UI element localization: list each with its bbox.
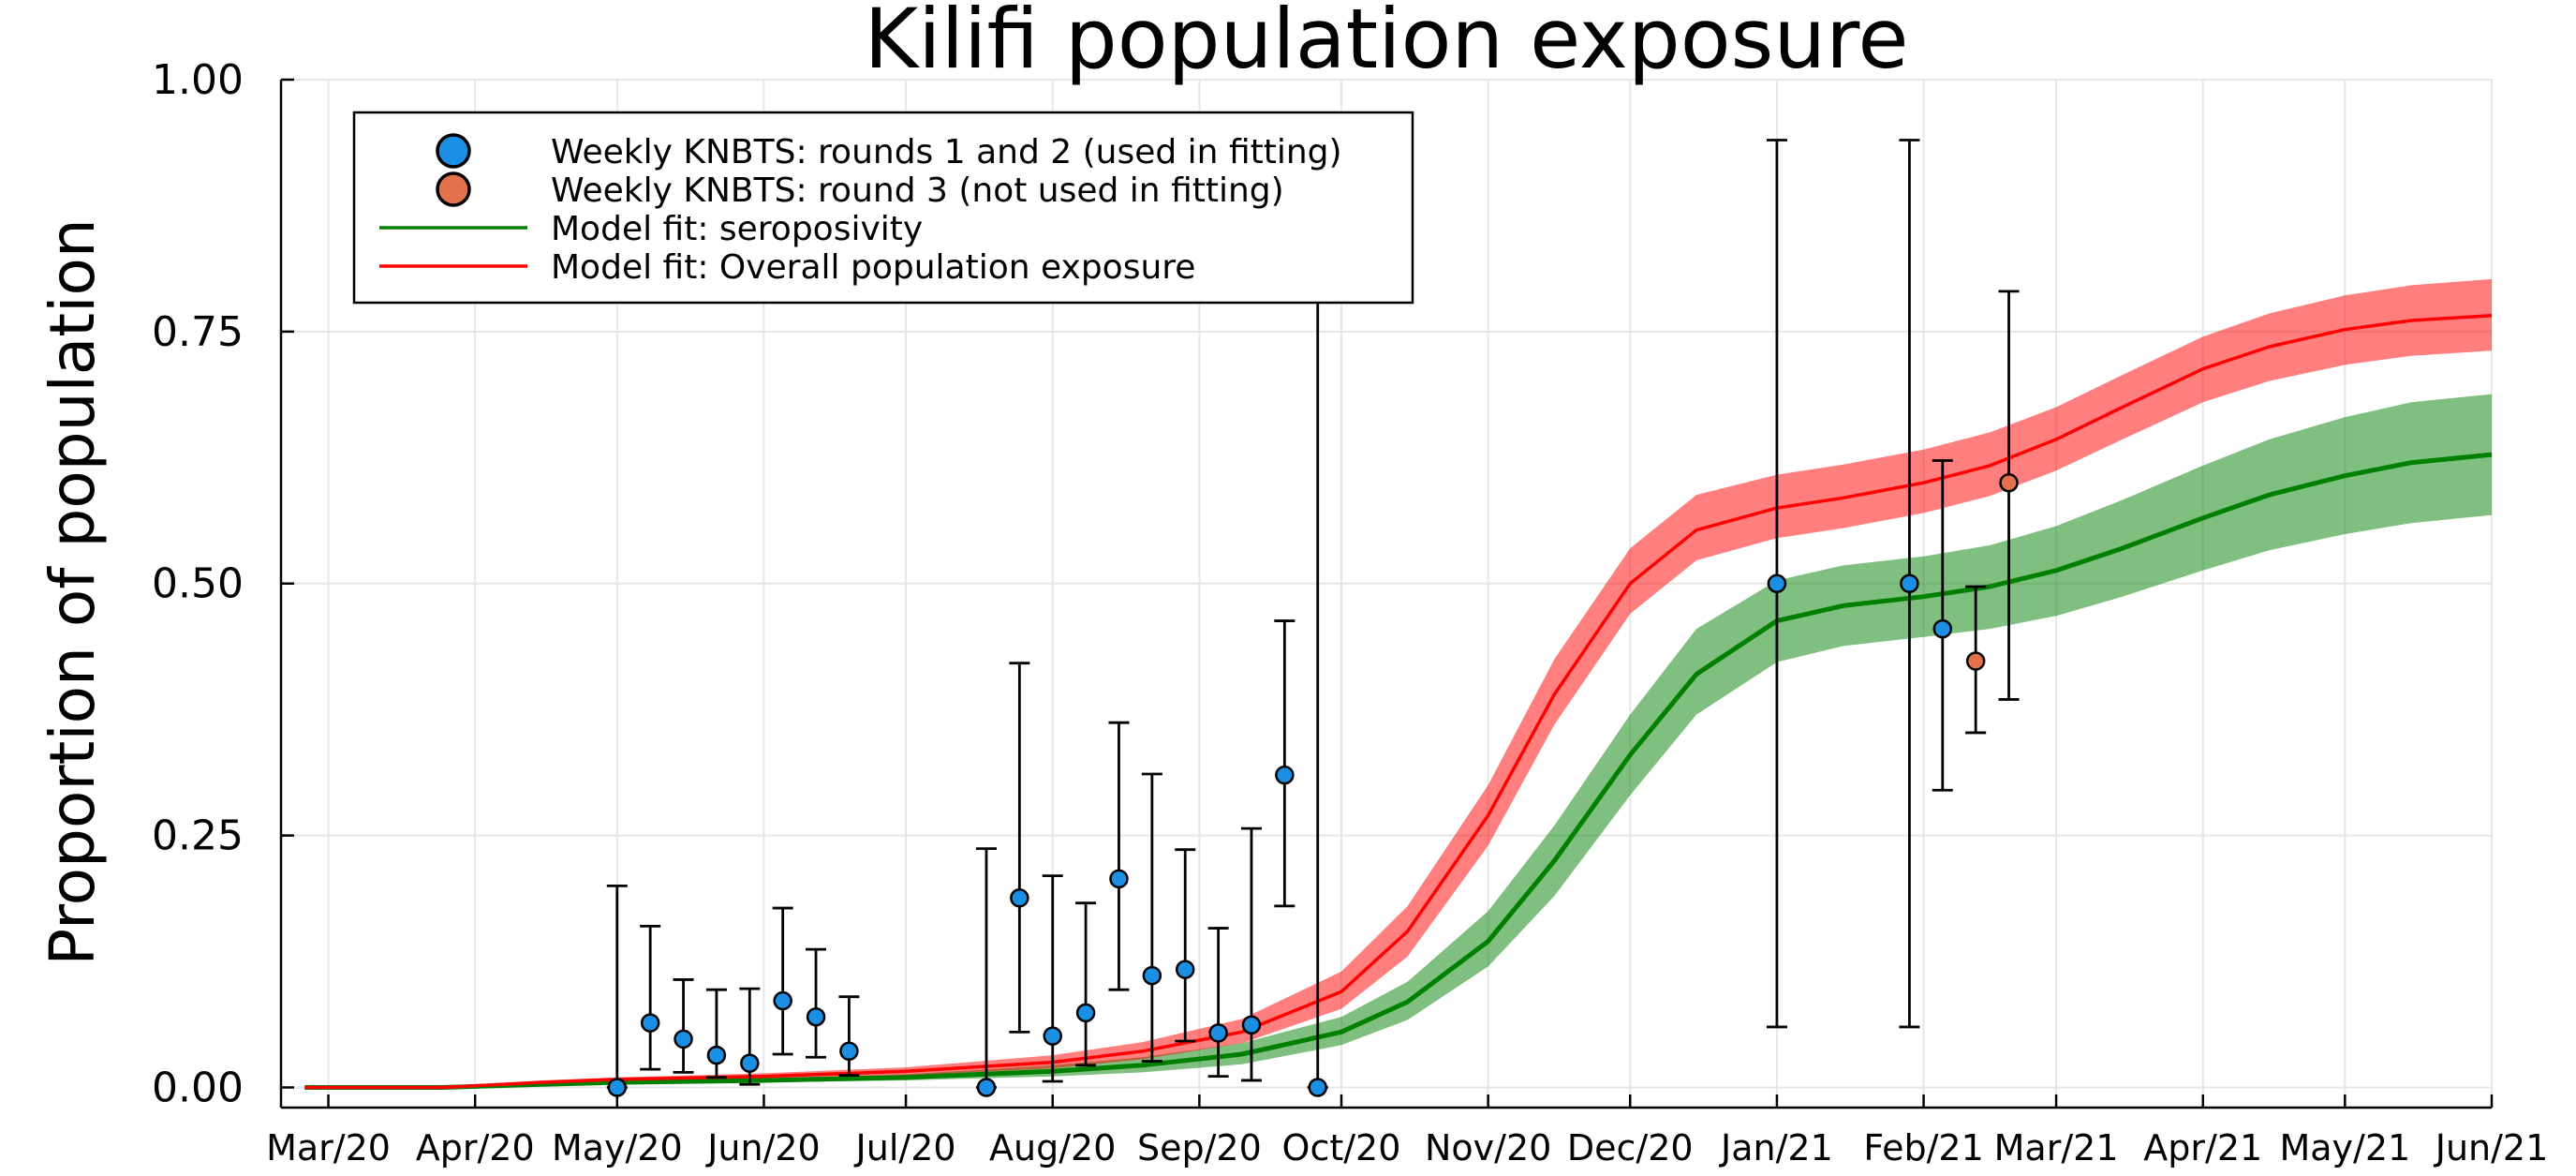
data-point xyxy=(773,990,792,1011)
y-tick-label: 0.75 xyxy=(152,308,244,356)
x-tick-label: Oct/20 xyxy=(1282,1127,1401,1169)
data-points xyxy=(607,472,2019,1097)
legend-marker xyxy=(436,171,471,207)
legend-box xyxy=(352,111,1414,305)
legend-label: Weekly KNBTS: round 3 (not used in fitti… xyxy=(551,171,1284,210)
x-tick-label: Apr/21 xyxy=(2143,1127,2262,1169)
error-bar xyxy=(1240,826,1262,1082)
error-bar xyxy=(1075,901,1097,1067)
data-point xyxy=(674,1029,693,1049)
error-bar xyxy=(1042,874,1063,1083)
x-tick-label: Mar/20 xyxy=(266,1127,391,1169)
confidence-bands xyxy=(304,278,2492,1088)
data-point xyxy=(740,1053,760,1073)
data-point xyxy=(1308,1078,1327,1097)
data-point xyxy=(1208,1023,1228,1043)
model-lines xyxy=(304,313,2493,1090)
data-point xyxy=(1900,573,1919,593)
error-bar xyxy=(838,995,860,1077)
x-tick-label: Nov/20 xyxy=(1425,1127,1551,1169)
error-bar xyxy=(673,978,694,1074)
data-point xyxy=(806,1006,826,1027)
legend-label: Model fit: seroposivity xyxy=(551,210,923,248)
x-tick-label: Jun/21 xyxy=(2434,1127,2549,1169)
legend: Weekly KNBTS: rounds 1 and 2 (used in fi… xyxy=(352,111,1414,305)
data-point xyxy=(1932,618,1953,639)
data-point xyxy=(640,1013,660,1033)
data-point xyxy=(839,1041,859,1062)
x-tick-label: Jan/21 xyxy=(1719,1127,1833,1169)
data-point xyxy=(706,1045,727,1065)
error-bar xyxy=(1175,848,1196,1043)
data-point xyxy=(1241,1015,1262,1035)
x-tick-label: Apr/20 xyxy=(416,1127,535,1169)
error-bar xyxy=(640,925,661,1071)
legend-label: Weekly KNBTS: rounds 1 and 2 (used in fi… xyxy=(551,133,1342,171)
x-tick-label: Mar/21 xyxy=(1994,1127,2119,1169)
confidence-band xyxy=(304,394,2492,1088)
x-tick-label: May/21 xyxy=(2279,1127,2410,1169)
data-point xyxy=(976,1078,997,1097)
x-tick-label: Aug/20 xyxy=(989,1127,1116,1169)
error-bar xyxy=(806,947,827,1059)
model-line xyxy=(304,452,2493,1090)
data-point xyxy=(1767,573,1787,593)
x-tick-label: Sep/20 xyxy=(1137,1127,1262,1169)
error-bar xyxy=(1141,772,1162,1063)
legend-marker xyxy=(436,133,471,169)
error-bar xyxy=(1274,619,1295,908)
x-tick-label: Jul/20 xyxy=(854,1127,956,1169)
legend-label: Model fit: Overall population exposure xyxy=(551,248,1195,287)
y-tick-label: 0.25 xyxy=(152,812,244,860)
data-point xyxy=(1999,472,2019,493)
error-bar xyxy=(1998,290,2020,701)
y-axis-label: Proportion of population xyxy=(37,218,109,965)
data-point xyxy=(1175,960,1195,979)
x-tick-label: May/20 xyxy=(552,1127,683,1169)
data-point xyxy=(1275,765,1295,785)
x-tick-label: Feb/21 xyxy=(1863,1127,1983,1169)
x-tick-label: Jun/20 xyxy=(705,1127,821,1169)
error-bar xyxy=(1207,927,1229,1079)
chart-title: Kilifi population exposure xyxy=(864,0,1908,87)
y-tick-label: 1.00 xyxy=(152,56,244,104)
data-point xyxy=(607,1078,628,1097)
confidence-band xyxy=(304,278,2492,1088)
data-point xyxy=(1142,965,1162,986)
y-tick-label: 0.50 xyxy=(152,560,244,608)
axes: 0.00 0.25 0.50 0.75 1.00 Mar/20 Apr/20 May/20 Ju… xyxy=(152,56,2548,1169)
data-point xyxy=(1109,869,1129,889)
error-bar xyxy=(772,906,793,1056)
x-tick-label: Dec/20 xyxy=(1567,1127,1694,1169)
data-point xyxy=(1965,651,1986,671)
y-tick-label: 0.00 xyxy=(152,1064,244,1111)
data-point xyxy=(1010,888,1029,908)
error-bar xyxy=(1009,662,1030,1034)
data-point xyxy=(1075,1003,1096,1023)
model-line xyxy=(304,313,2493,1090)
data-point xyxy=(1043,1026,1062,1046)
error-bar xyxy=(1108,721,1130,991)
